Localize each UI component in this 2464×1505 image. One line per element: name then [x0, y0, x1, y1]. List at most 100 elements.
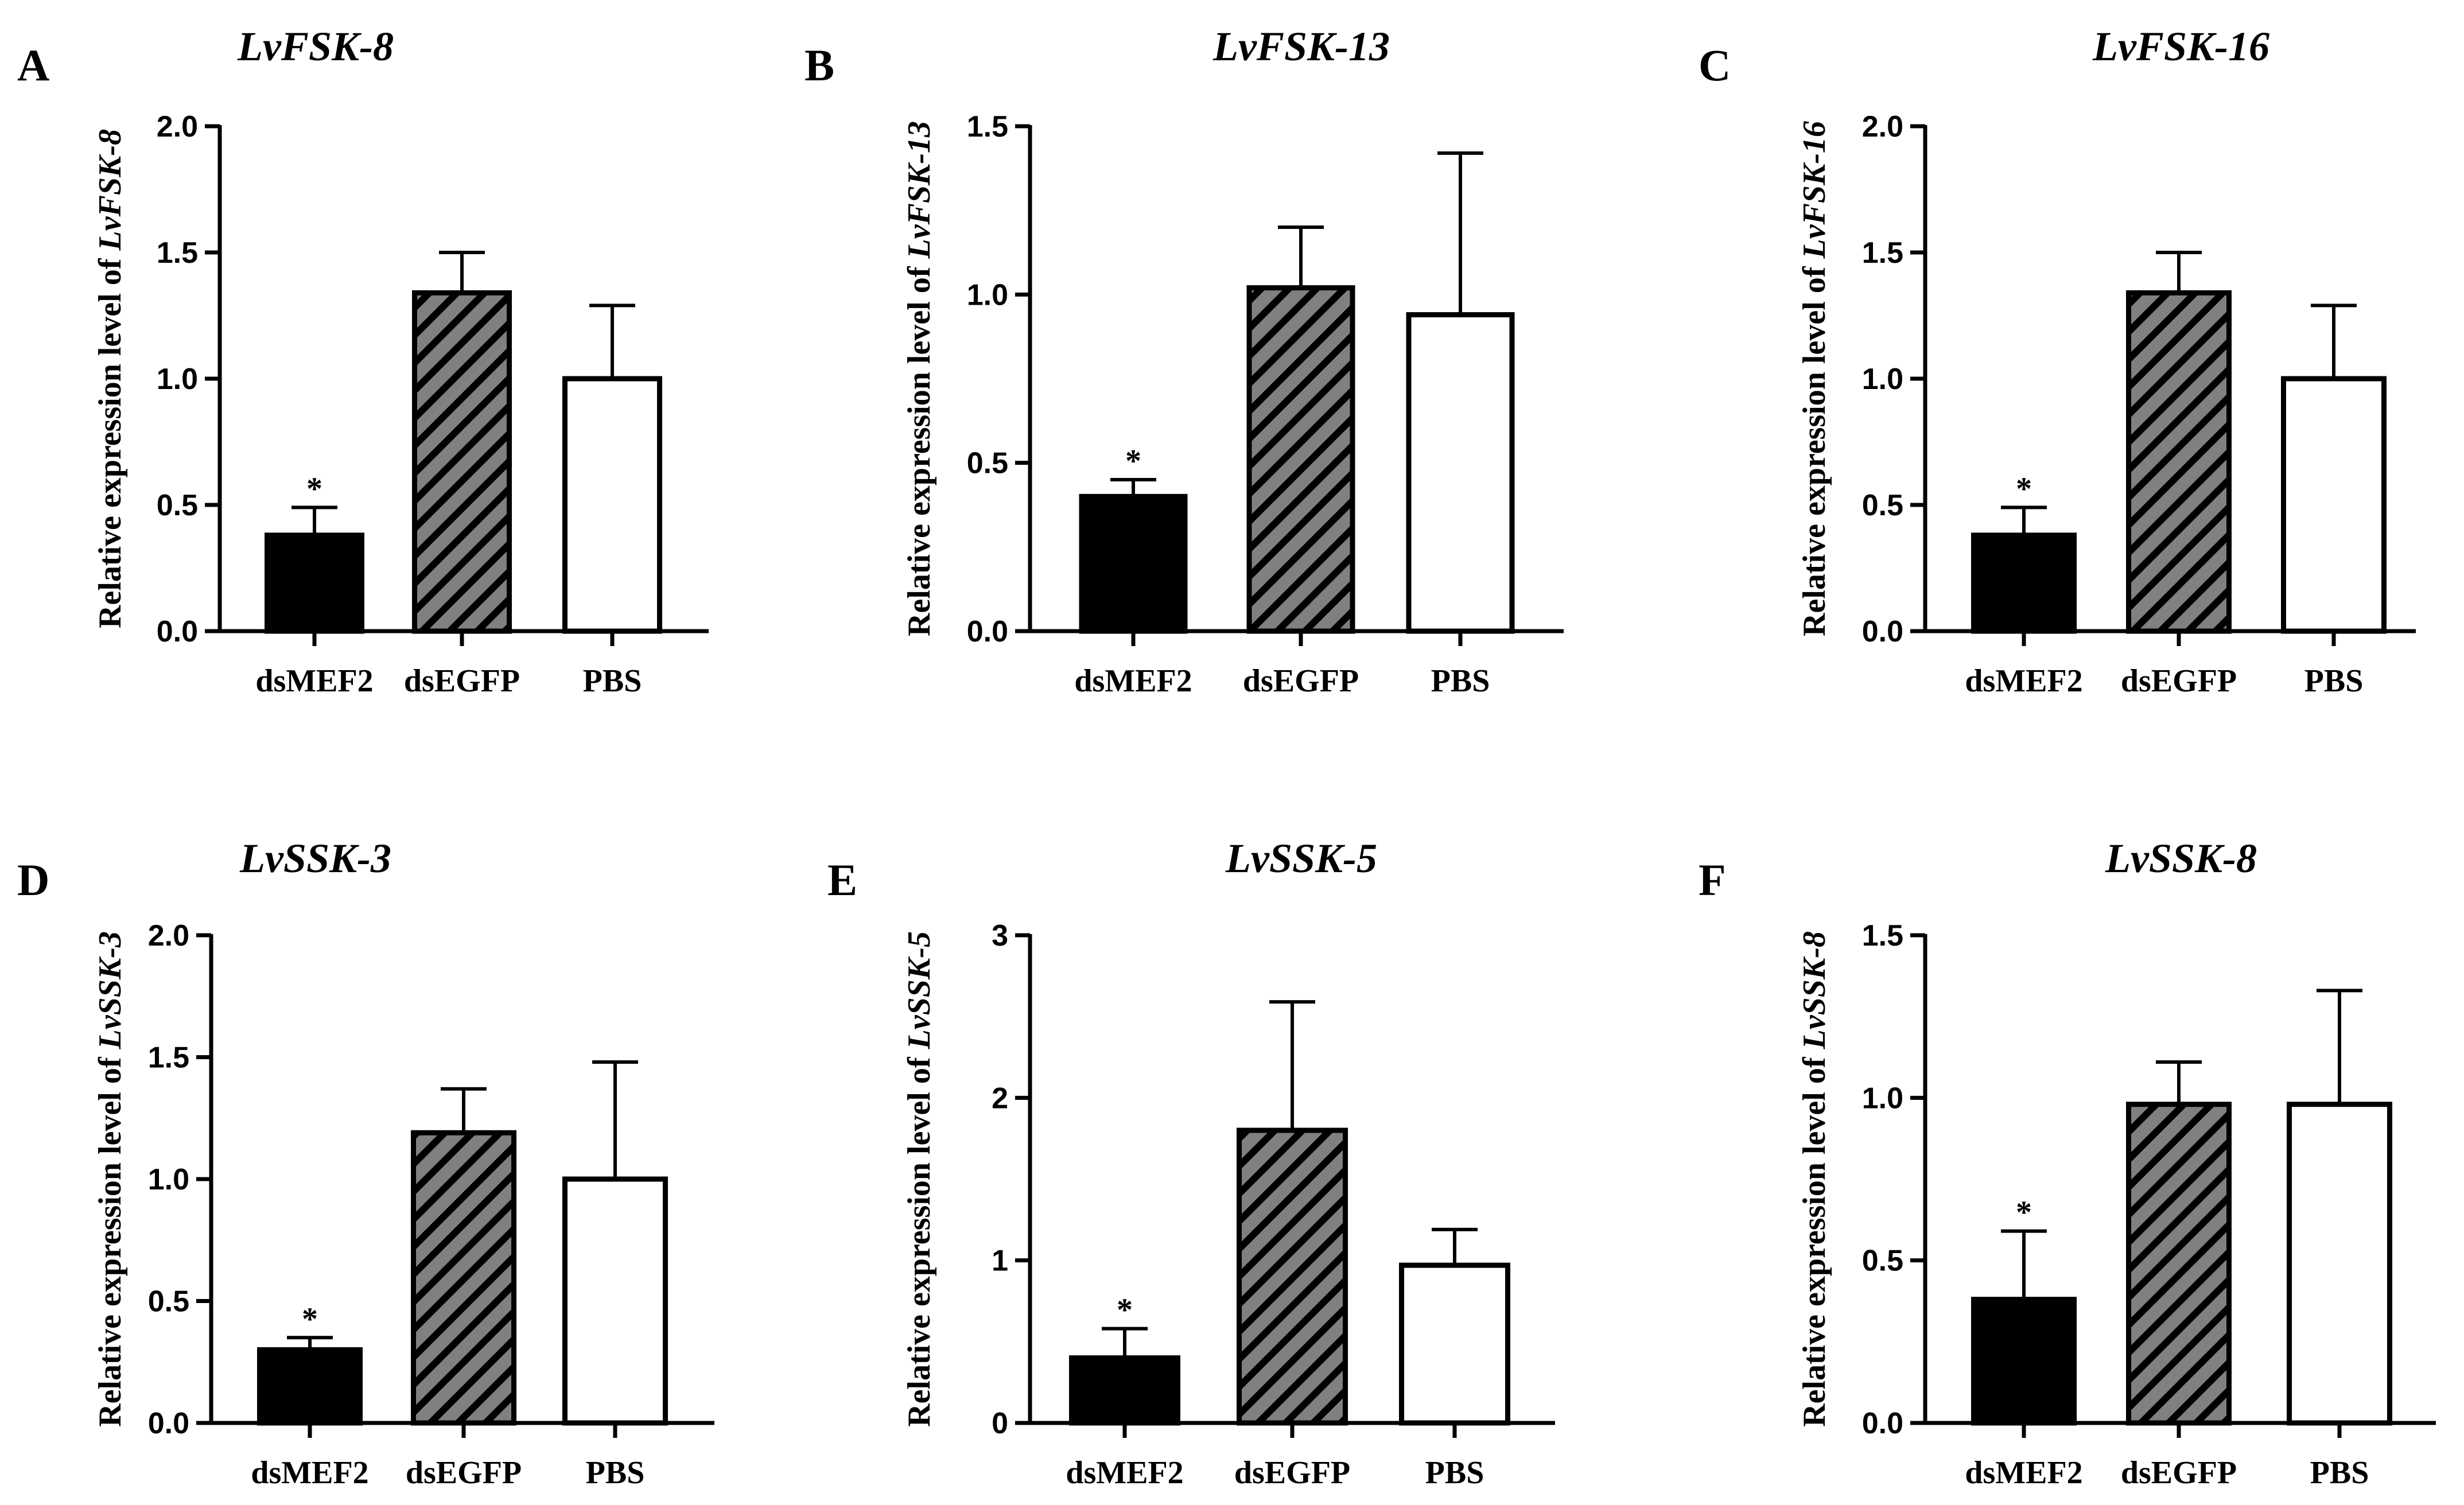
y-axis-label-prefix: Relative expression level of: [92, 251, 128, 628]
x-category-label: PBS: [1425, 1455, 1484, 1491]
bar-dsegfp: [411, 1130, 516, 1426]
x-category-label: dsEGFP: [406, 1455, 522, 1491]
y-tick-label: 1.5: [148, 1041, 189, 1075]
bar-dsmef2: [1971, 532, 2077, 634]
y-axis-label-gene: LvSSK-8: [1797, 931, 1832, 1049]
x-category-label: dsMEF2: [1066, 1455, 1183, 1491]
x-category-label: dsMEF2: [1965, 1455, 2082, 1491]
bar-pbs: [562, 376, 662, 634]
x-category-label: PBS: [583, 663, 642, 699]
y-tick-label: 0.0: [148, 1407, 189, 1440]
significance-marker: *: [2016, 471, 2032, 507]
bar-dsmef2: [1069, 1355, 1180, 1426]
x-category-label: dsEGFP: [2121, 663, 2237, 699]
bar-dsmef2: [265, 532, 364, 634]
y-axis-label: Relative expression level of LvSSK-3: [92, 931, 128, 1427]
significance-marker: *: [302, 1301, 318, 1337]
y-axis-label-gene: LvSSK-5: [901, 931, 937, 1049]
significance-marker: *: [1125, 444, 1141, 479]
x-category-label: PBS: [586, 1455, 645, 1491]
y-axis-label-gene: LvFSK-8: [92, 129, 128, 251]
y-tick-label: 1.0: [148, 1163, 189, 1196]
significance-marker: *: [2016, 1195, 2032, 1231]
bar-pbs: [562, 1176, 668, 1426]
y-tick-label: 1.5: [1862, 919, 1903, 952]
panel-letter: D: [17, 855, 49, 905]
y-tick-label: 2.0: [148, 919, 189, 952]
y-axis-label: Relative expression level of LvFSK-13: [901, 121, 937, 636]
y-tick-label: 1: [992, 1245, 1008, 1278]
y-tick-label: 0: [992, 1407, 1008, 1440]
y-tick-label: 0.0: [967, 615, 1008, 648]
y-axis-label-prefix: Relative expression level of: [901, 1049, 937, 1426]
panel-title: LvFSK-16: [2092, 24, 2269, 69]
y-axis-label: Relative expression level of LvFSK-8: [92, 129, 128, 628]
y-tick-label: 1.0: [157, 363, 198, 396]
y-tick-label: 1.0: [967, 278, 1008, 312]
x-category-label: PBS: [2310, 1455, 2369, 1491]
y-axis-label-prefix: Relative expression level of: [1797, 1049, 1832, 1426]
significance-marker: *: [1117, 1293, 1133, 1328]
y-tick-label: 0.5: [148, 1285, 189, 1319]
x-category-label: dsEGFP: [2121, 1455, 2237, 1491]
y-axis-label: Relative expression level of LvFSK-16: [1797, 121, 1832, 636]
panel-title: LvSSK-5: [1225, 835, 1377, 881]
x-category-label: dsMEF2: [1074, 663, 1192, 699]
y-tick-label: 0.0: [1862, 1407, 1903, 1440]
x-category-label: dsEGFP: [1243, 663, 1359, 699]
bar-dsmef2: [1971, 1297, 2077, 1426]
panel-letter: B: [805, 40, 834, 90]
y-tick-label: 0.5: [967, 447, 1008, 480]
bar-pbs: [2281, 376, 2387, 634]
y-tick-label: 1.0: [1862, 1082, 1903, 1115]
y-axis-label-prefix: Relative expression level of: [92, 1049, 128, 1426]
y-axis-label: Relative expression level of LvSSK-8: [1797, 931, 1832, 1427]
bar-dsmef2: [257, 1347, 363, 1426]
bar-dsegfp: [2126, 1102, 2232, 1426]
y-tick-label: 1.5: [1862, 236, 1903, 270]
bar-pbs: [1406, 312, 1515, 634]
panel-letter: A: [17, 40, 49, 90]
y-axis-label-prefix: Relative expression level of: [901, 259, 937, 636]
panel-title: LvFSK-8: [237, 24, 394, 69]
y-tick-label: 0.0: [1862, 615, 1903, 648]
panel-title: LvSSK-8: [2105, 835, 2257, 881]
y-tick-label: 1.0: [1862, 363, 1903, 396]
bar-dsegfp: [1237, 1127, 1348, 1426]
y-axis-label-gene: LvSSK-3: [92, 931, 128, 1049]
y-axis-label-gene: LvFSK-16: [1797, 121, 1832, 259]
y-tick-label: 0.0: [157, 615, 198, 648]
x-category-label: PBS: [1431, 663, 1490, 699]
y-tick-label: 0.5: [1862, 1245, 1903, 1278]
bar-dsegfp: [1246, 285, 1355, 634]
x-category-label: dsMEF2: [255, 663, 373, 699]
panel-letter: E: [827, 855, 857, 905]
bar-pbs: [1399, 1262, 1510, 1426]
panel-title: LvFSK-13: [1212, 24, 1390, 69]
y-tick-label: 1.5: [157, 236, 198, 270]
y-axis-label: Relative expression level of LvSSK-5: [901, 931, 937, 1427]
x-category-label: dsEGFP: [1234, 1455, 1350, 1491]
y-tick-label: 2.0: [1862, 110, 1903, 143]
y-tick-label: 2.0: [157, 110, 198, 143]
y-tick-label: 0.5: [157, 489, 198, 522]
y-axis-label-prefix: Relative expression level of: [1797, 259, 1832, 636]
bar-pbs: [2287, 1102, 2392, 1426]
bar-dsegfp: [412, 290, 512, 634]
bar-dsegfp: [2126, 290, 2232, 634]
x-category-label: PBS: [2304, 663, 2364, 699]
y-tick-label: 2: [992, 1082, 1008, 1115]
significance-marker: *: [306, 471, 322, 507]
y-tick-label: 1.5: [967, 110, 1008, 143]
y-axis-label-gene: LvFSK-13: [901, 121, 937, 259]
x-category-label: dsMEF2: [251, 1455, 368, 1491]
panel-letter: C: [1699, 40, 1731, 90]
y-tick-label: 3: [992, 919, 1008, 952]
x-category-label: dsEGFP: [404, 663, 520, 699]
